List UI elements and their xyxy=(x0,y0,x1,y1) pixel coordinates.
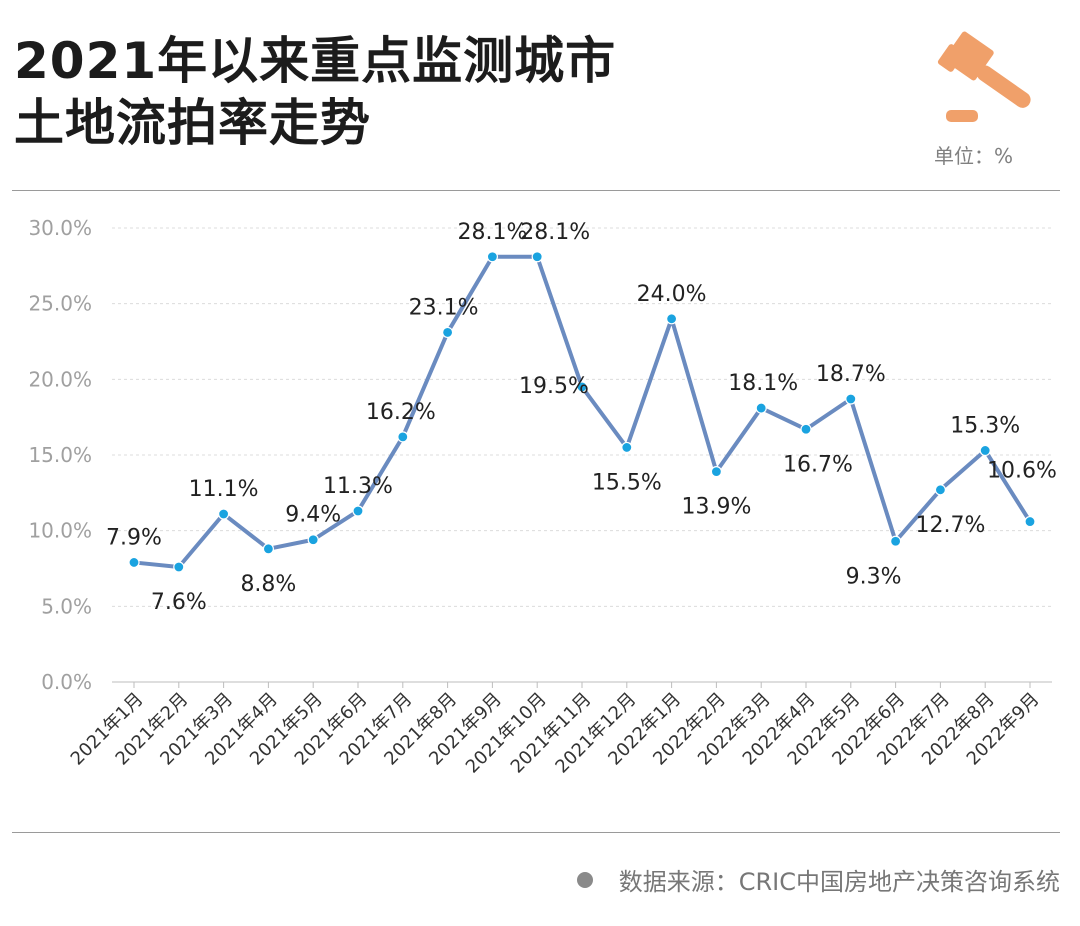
data-label: 9.4% xyxy=(285,503,341,528)
data-label: 15.5% xyxy=(592,470,662,495)
data-point xyxy=(891,536,901,546)
data-label: 10.6% xyxy=(987,459,1057,484)
y-tick-label: 10.0% xyxy=(28,519,92,543)
x-axis-ticks: 2021年1月2021年2月2021年3月2021年4月2021年5月2021年… xyxy=(67,682,1044,778)
data-label: 23.1% xyxy=(409,295,479,320)
y-tick-label: 30.0% xyxy=(28,216,92,240)
y-tick-label: 0.0% xyxy=(41,670,92,694)
data-label: 28.1% xyxy=(520,220,590,245)
y-axis-ticks: 0.0% 5.0% 10.0% 15.0% 20.0% 25.0% 30.0% xyxy=(28,216,92,694)
data-point xyxy=(174,562,184,572)
data-label: 18.1% xyxy=(728,371,798,396)
data-point xyxy=(622,442,632,452)
data-label: 15.3% xyxy=(950,413,1020,438)
data-label: 11.1% xyxy=(189,477,259,502)
data-label: 18.7% xyxy=(816,362,886,387)
grid-layer xyxy=(112,228,1052,682)
bottom-divider xyxy=(12,832,1060,833)
data-label: 19.5% xyxy=(519,374,589,399)
data-label: 7.9% xyxy=(106,525,162,550)
data-point xyxy=(711,467,721,477)
data-point xyxy=(980,445,990,455)
series-layer xyxy=(129,252,1035,572)
data-point xyxy=(308,535,318,545)
y-tick-label: 25.0% xyxy=(28,292,92,316)
source-text: 数据来源：CRIC中国房地产决策咨询系统 xyxy=(619,862,1060,897)
data-point xyxy=(353,506,363,516)
data-label: 16.2% xyxy=(366,400,436,425)
data-label: 13.9% xyxy=(681,495,751,520)
data-label: 24.0% xyxy=(637,282,707,307)
data-point xyxy=(801,424,811,434)
data-label: 28.1% xyxy=(457,220,527,245)
y-tick-label: 15.0% xyxy=(28,443,92,467)
source-note: 数据来源：CRIC中国房地产决策咨询系统 xyxy=(577,862,1060,897)
data-point xyxy=(532,252,542,262)
data-label: 9.3% xyxy=(846,564,902,589)
data-point xyxy=(935,485,945,495)
data-label: 11.3% xyxy=(323,474,393,499)
data-point xyxy=(129,557,139,567)
data-label: 12.7% xyxy=(915,513,985,538)
data-label: 7.6% xyxy=(151,590,207,615)
data-point xyxy=(398,432,408,442)
data-point xyxy=(219,509,229,519)
data-label: 8.8% xyxy=(240,572,296,597)
data-point xyxy=(263,544,273,554)
data-point xyxy=(443,327,453,337)
data-point xyxy=(756,403,766,413)
y-tick-label: 5.0% xyxy=(41,594,92,618)
data-label: 16.7% xyxy=(783,452,853,477)
line-chart: 0.0% 5.0% 10.0% 15.0% 20.0% 25.0% 30.0% 2021年1… xyxy=(0,0,1080,830)
data-point xyxy=(487,252,497,262)
data-labels: 7.9% 7.6% 11.1% 8.8% 9.4% 11.3% 16.2% 23.1% 28.1… xyxy=(106,220,1057,615)
data-point xyxy=(1025,517,1035,527)
bullet-dot-icon xyxy=(577,872,593,888)
y-tick-label: 20.0% xyxy=(28,367,92,391)
data-point xyxy=(667,314,677,324)
data-point xyxy=(846,394,856,404)
